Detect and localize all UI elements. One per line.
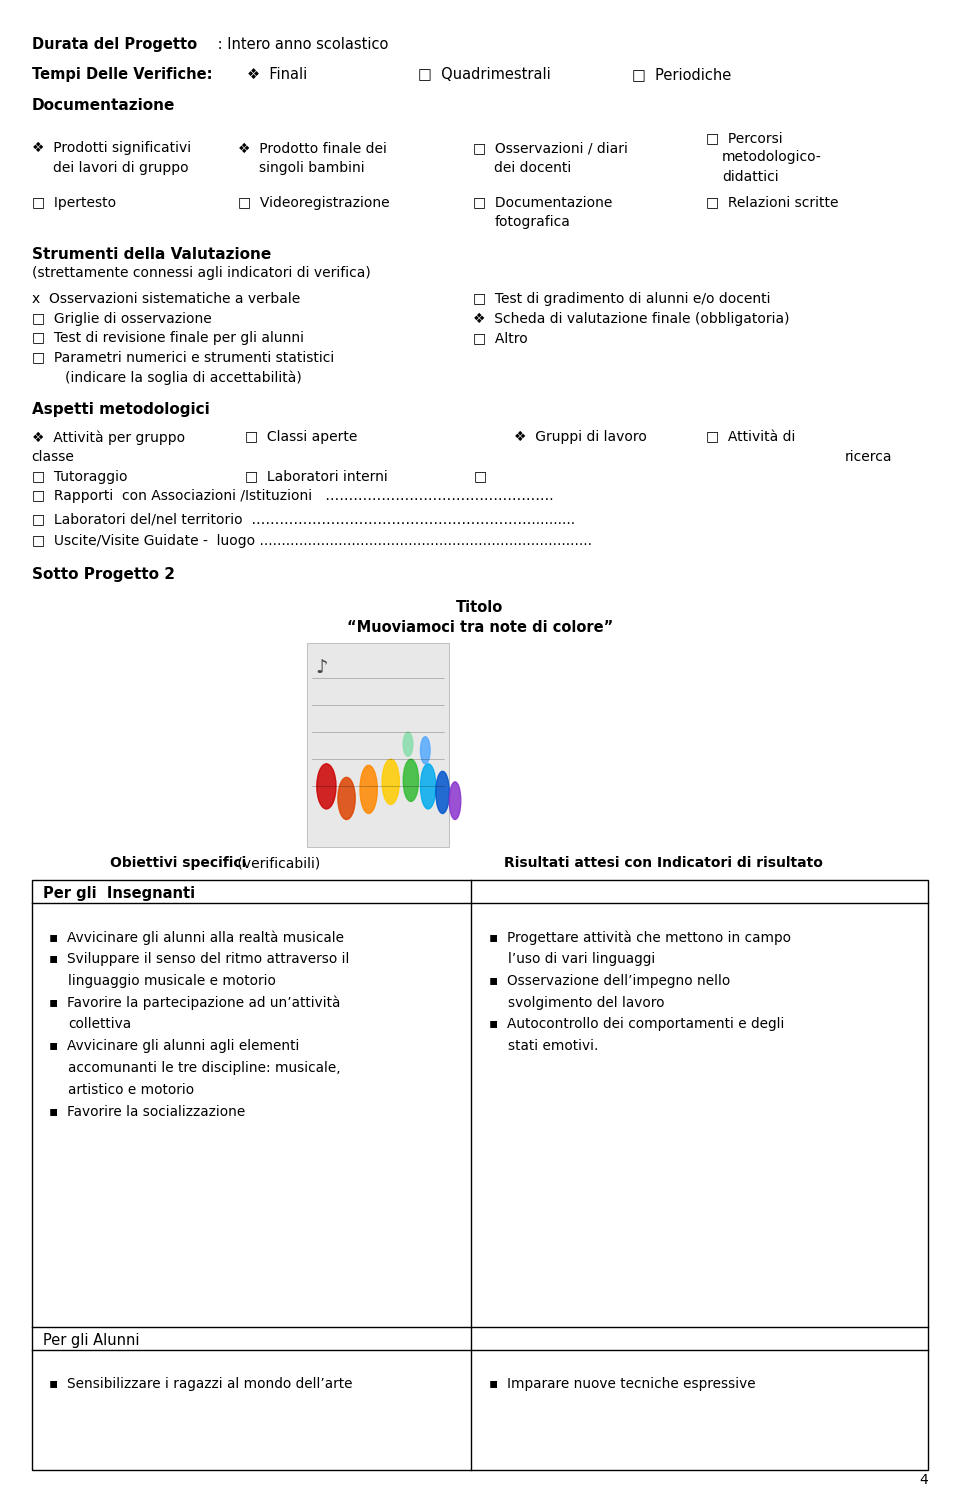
- Text: □  Classi aperte: □ Classi aperte: [245, 430, 357, 444]
- Text: ❖  Prodotti significativi: ❖ Prodotti significativi: [32, 141, 191, 155]
- Text: stati emotivi.: stati emotivi.: [508, 1038, 598, 1053]
- Text: ▪  Osservazione dell’impegno nello: ▪ Osservazione dell’impegno nello: [489, 974, 730, 987]
- Text: □  Griglie di osservazione: □ Griglie di osservazione: [32, 312, 211, 325]
- Text: ▪  Autocontrollo dei comportamenti e degli: ▪ Autocontrollo dei comportamenti e degl…: [489, 1017, 784, 1031]
- Text: □  Quadrimestrali: □ Quadrimestrali: [418, 66, 550, 81]
- Text: dei docenti: dei docenti: [494, 161, 571, 175]
- Text: (strettamente connessi agli indicatori di verifica): (strettamente connessi agli indicatori d…: [32, 266, 371, 280]
- Ellipse shape: [436, 771, 449, 813]
- Text: classe: classe: [32, 450, 75, 464]
- Text: □: □: [473, 470, 487, 483]
- Ellipse shape: [420, 763, 436, 810]
- Text: Titolo: Titolo: [456, 600, 504, 616]
- Ellipse shape: [420, 737, 430, 765]
- Text: □  Uscite/Visite Guidate -  luogo ..............................................: □ Uscite/Visite Guidate - luogo ........…: [32, 534, 591, 548]
- Text: singoli bambini: singoli bambini: [259, 161, 365, 175]
- Text: □  Tutoraggio: □ Tutoraggio: [32, 470, 127, 483]
- Ellipse shape: [382, 759, 399, 805]
- Text: □  Relazioni scritte: □ Relazioni scritte: [706, 196, 838, 209]
- Text: ▪  Sviluppare il senso del ritmo attraverso il: ▪ Sviluppare il senso del ritmo attraver…: [49, 953, 349, 966]
- Text: ▪  Favorire la partecipazione ad un’attività: ▪ Favorire la partecipazione ad un’attiv…: [49, 996, 341, 1010]
- Text: □  Parametri numerici e strumenti statistici: □ Parametri numerici e strumenti statist…: [32, 351, 334, 364]
- Ellipse shape: [338, 777, 355, 819]
- Text: □  Percorsi: □ Percorsi: [706, 131, 782, 144]
- Text: dei lavori di gruppo: dei lavori di gruppo: [53, 161, 188, 175]
- Text: ▪  Favorire la socializzazione: ▪ Favorire la socializzazione: [49, 1105, 245, 1118]
- Text: l’uso di vari linguaggi: l’uso di vari linguaggi: [508, 953, 655, 966]
- Text: ▪  Imparare nuove tecniche espressive: ▪ Imparare nuove tecniche espressive: [489, 1377, 756, 1391]
- Text: Per gli  Insegnanti: Per gli Insegnanti: [43, 886, 195, 901]
- Text: □  Test di gradimento di alunni e/o docenti: □ Test di gradimento di alunni e/o docen…: [473, 292, 771, 306]
- Text: Sotto Progetto 2: Sotto Progetto 2: [32, 567, 175, 582]
- Text: ▪  Avvicinare gli alunni agli elementi: ▪ Avvicinare gli alunni agli elementi: [49, 1038, 300, 1053]
- Text: □  Attività di: □ Attività di: [706, 430, 795, 444]
- Ellipse shape: [403, 733, 413, 756]
- Text: metodologico-: metodologico-: [722, 150, 822, 164]
- Text: didattici: didattici: [722, 170, 779, 184]
- Text: accomunanti le tre discipline: musicale,: accomunanti le tre discipline: musicale,: [68, 1061, 341, 1075]
- Text: ❖  Attività per gruppo: ❖ Attività per gruppo: [32, 430, 185, 445]
- Ellipse shape: [403, 759, 419, 801]
- Text: (indicare la soglia di accettabilità): (indicare la soglia di accettabilità): [65, 370, 302, 385]
- Bar: [307, 644, 449, 846]
- Text: □  Altro: □ Altro: [473, 331, 528, 345]
- Text: ❖  Finali: ❖ Finali: [247, 66, 307, 81]
- Text: □  Test di revisione finale per gli alunni: □ Test di revisione finale per gli alunn…: [32, 331, 303, 345]
- Text: artistico e motorio: artistico e motorio: [68, 1084, 194, 1097]
- Text: □  Rapporti  con Associazioni /Istituzioni   ………………………………………….: □ Rapporti con Associazioni /Istituzioni…: [32, 489, 553, 503]
- Text: ricerca: ricerca: [845, 450, 892, 464]
- Text: □  Documentazione: □ Documentazione: [473, 196, 612, 209]
- Text: ▪  Progettare attività che mettono in campo: ▪ Progettare attività che mettono in cam…: [489, 930, 791, 945]
- Text: (verificabili): (verificabili): [233, 856, 321, 870]
- Text: Obiettivi specifici: Obiettivi specifici: [110, 856, 247, 870]
- Text: Tempi Delle Verifiche:: Tempi Delle Verifiche:: [32, 66, 212, 81]
- Text: ▪  Avvicinare gli alunni alla realtà musicale: ▪ Avvicinare gli alunni alla realtà musi…: [49, 930, 344, 945]
- Text: Durata del Progetto: Durata del Progetto: [32, 36, 197, 51]
- Text: linguaggio musicale e motorio: linguaggio musicale e motorio: [68, 974, 276, 987]
- Ellipse shape: [317, 763, 336, 810]
- Text: □  Videoregistrazione: □ Videoregistrazione: [238, 196, 390, 209]
- Text: svolgimento del lavoro: svolgimento del lavoro: [508, 996, 664, 1010]
- Text: Documentazione: Documentazione: [32, 98, 175, 113]
- Text: ♪: ♪: [315, 659, 327, 677]
- Text: ▪  Sensibilizzare i ragazzi al mondo dell’arte: ▪ Sensibilizzare i ragazzi al mondo dell…: [49, 1377, 352, 1391]
- Text: Aspetti metodologici: Aspetti metodologici: [32, 402, 209, 417]
- Text: ❖  Gruppi di lavoro: ❖ Gruppi di lavoro: [514, 430, 646, 444]
- Ellipse shape: [449, 783, 461, 819]
- Ellipse shape: [360, 765, 377, 813]
- Text: x  Osservazioni sistematiche a verbale: x Osservazioni sistematiche a verbale: [32, 292, 300, 306]
- Text: Strumenti della Valutazione: Strumenti della Valutazione: [32, 247, 271, 262]
- Text: □  Periodiche: □ Periodiche: [632, 66, 731, 81]
- Text: □  Laboratori interni: □ Laboratori interni: [245, 470, 388, 483]
- Text: □  Laboratori del/nel territorio  ……………………………………………………..........: □ Laboratori del/nel territorio ………………………: [32, 512, 575, 525]
- Text: □  Osservazioni / diari: □ Osservazioni / diari: [473, 141, 628, 155]
- Text: fotografica: fotografica: [494, 215, 570, 229]
- Text: “Muoviamoci tra note di colore”: “Muoviamoci tra note di colore”: [347, 620, 613, 635]
- Text: □  Ipertesto: □ Ipertesto: [32, 196, 116, 209]
- Text: 4: 4: [920, 1473, 928, 1487]
- Text: : Intero anno scolastico: : Intero anno scolastico: [213, 36, 389, 51]
- Text: ❖  Prodotto finale dei: ❖ Prodotto finale dei: [238, 141, 387, 155]
- Bar: [32, 880, 928, 1470]
- Text: Risultati attesi con Indicatori di risultato: Risultati attesi con Indicatori di risul…: [504, 856, 823, 870]
- Text: ❖  Scheda di valutazione finale (obbligatoria): ❖ Scheda di valutazione finale (obbligat…: [473, 312, 790, 325]
- Text: Per gli Alunni: Per gli Alunni: [43, 1333, 140, 1348]
- Text: collettiva: collettiva: [68, 1017, 132, 1031]
